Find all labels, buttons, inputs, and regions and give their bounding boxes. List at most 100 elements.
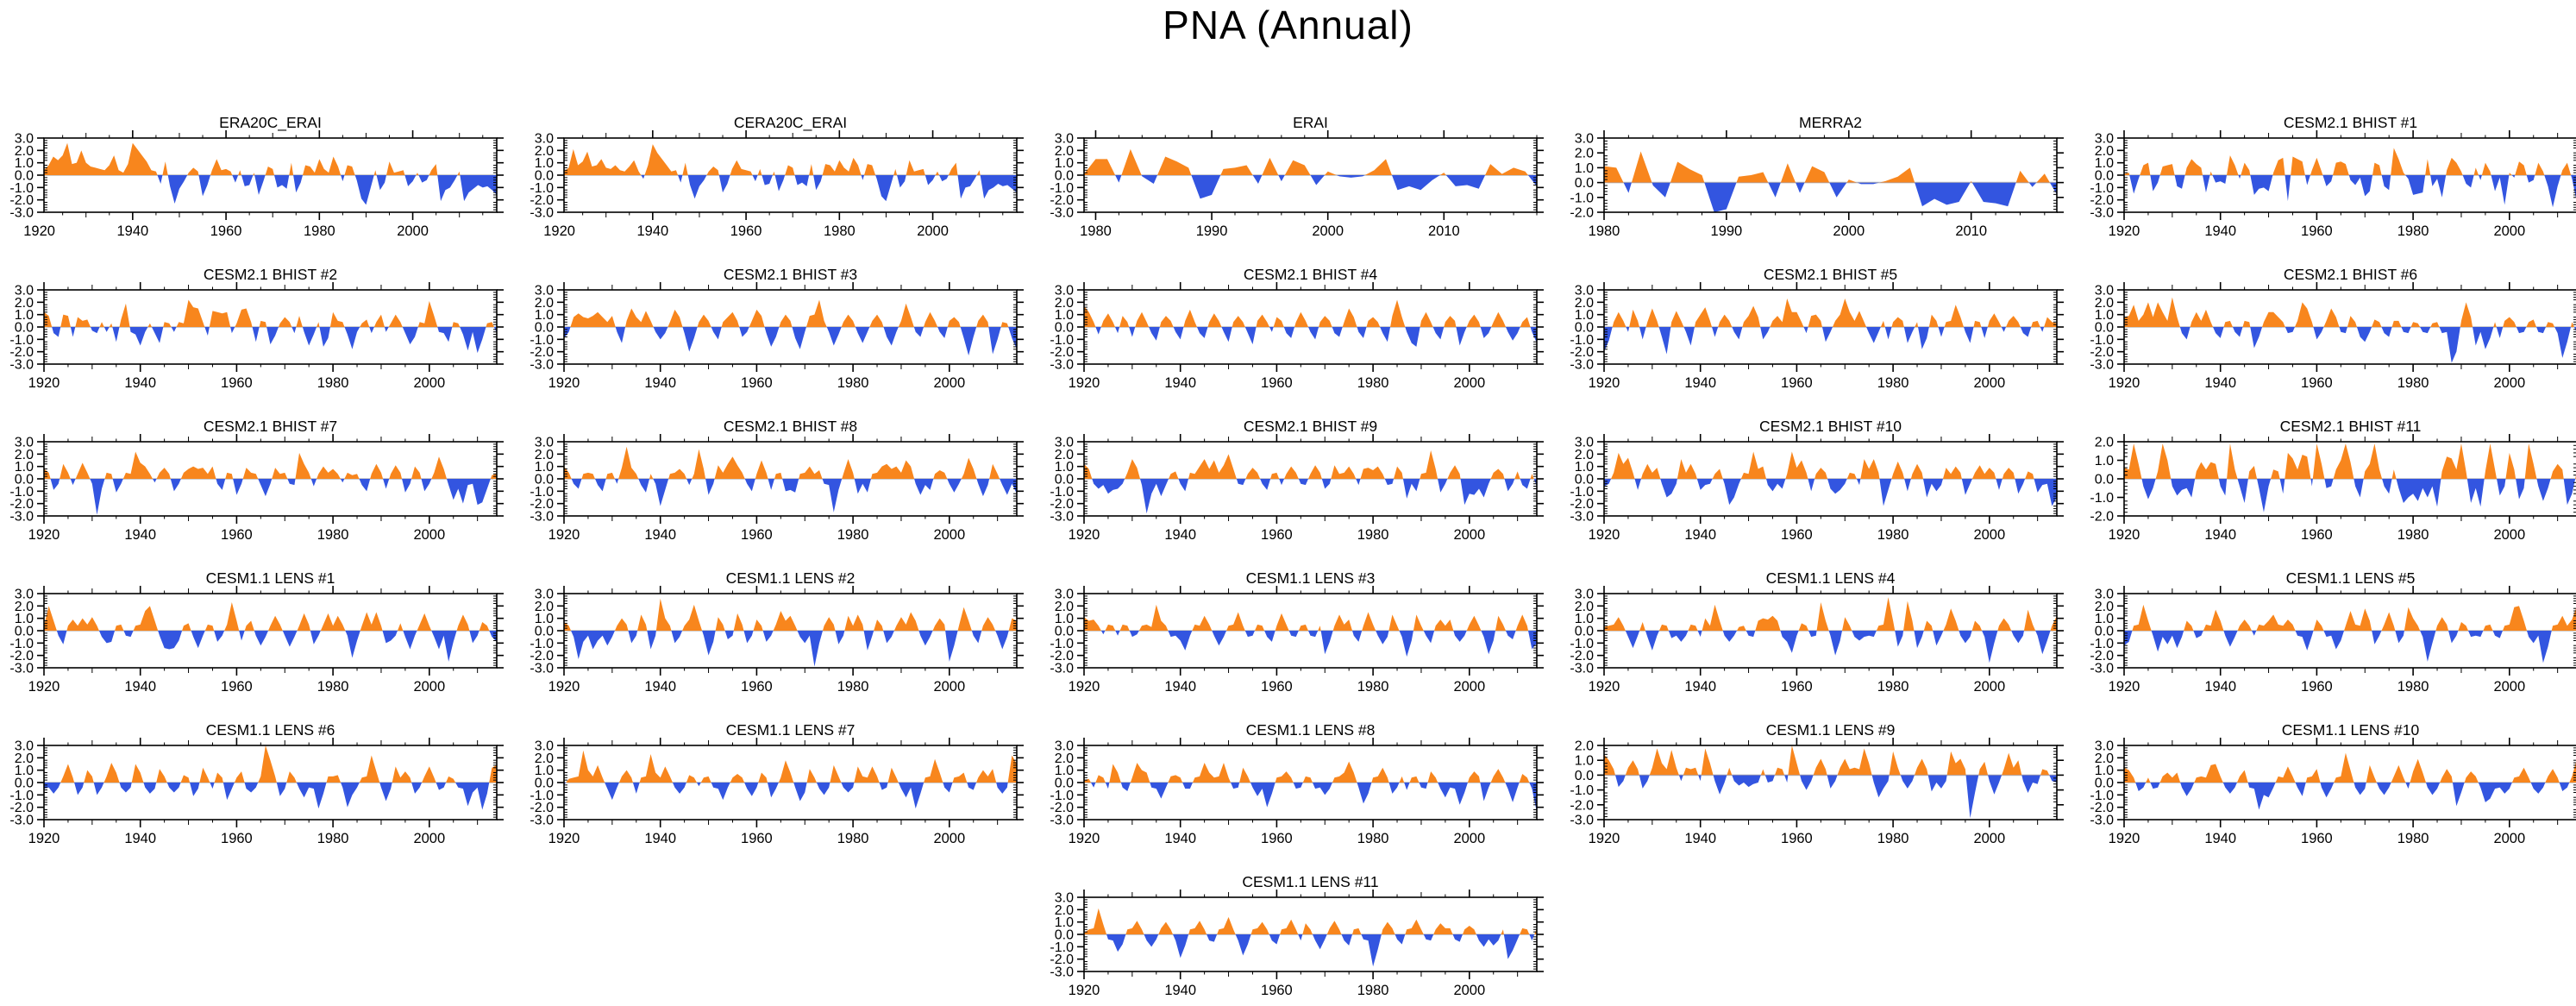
y-tick-label: 0.0 <box>535 321 554 336</box>
x-tick-label: 1960 <box>1781 679 1813 695</box>
x-tick-label: 1980 <box>317 375 349 391</box>
negative-area <box>2124 175 2576 208</box>
x-tick-label: 1980 <box>1877 831 1909 846</box>
x-tick-label: 1960 <box>221 679 253 695</box>
y-tick-label: 1.0 <box>2095 156 2114 171</box>
y-tick-label: -1.0 <box>1570 191 1594 205</box>
y-tick-label: 1.0 <box>535 612 554 626</box>
x-tick-label: 1940 <box>124 831 156 846</box>
y-tick-label: 1.0 <box>2095 454 2114 468</box>
x-tick-label: 1920 <box>1069 679 1100 695</box>
positive-area <box>1084 148 1537 175</box>
x-tick-label: 2000 <box>1453 527 1485 543</box>
positive-area <box>564 598 1017 631</box>
y-tick-label: 0.0 <box>2095 321 2114 336</box>
page-title: PNA (Annual) <box>1163 3 1413 47</box>
y-tick-label: -2.0 <box>9 649 34 663</box>
positive-area <box>564 750 1017 783</box>
positive-area <box>564 144 1017 175</box>
x-tick-label: 1920 <box>1589 831 1620 846</box>
y-tick-label: 0.0 <box>1575 321 1594 336</box>
y-tick-label: -1.0 <box>530 637 554 651</box>
y-tick-label: 2.0 <box>1055 448 1074 462</box>
negative-area <box>564 479 1017 512</box>
positive-area <box>1084 908 1537 934</box>
x-tick-label: 1980 <box>317 527 349 543</box>
x-tick-label: 1920 <box>28 679 60 695</box>
chart-panel-13: CESM2.1 BHIST #9 1920 1940 1960 1980 2000 3.0 2… <box>1041 412 1556 550</box>
y-tick-label: -1.0 <box>530 485 554 500</box>
x-tick-label: 1920 <box>1589 527 1620 543</box>
x-tick-label: 1940 <box>1164 679 1196 695</box>
x-tick-label: 2000 <box>1973 375 2005 391</box>
y-tick-label: 2.0 <box>15 144 34 159</box>
plot-svg: CESM2.1 BHIST #9 1920 1940 1960 1980 2000 3.02… <box>1050 418 1544 543</box>
x-tick-label: 1940 <box>124 375 156 391</box>
y-tick-label: -3.0 <box>1050 965 1074 980</box>
chart-panel-1: ERA20C_ERAI 1920 1940 1960 1980 2000 3.0 2.0 1.0… <box>1 109 516 247</box>
plot-svg: CESM1.1 LENS #2 1920 1940 1960 1980 2000 3.02.… <box>530 569 1024 695</box>
positive-area <box>44 602 497 631</box>
negative-area <box>1604 479 2057 506</box>
chart-panel-10: CESM2.1 BHIST #6 1920 1940 1960 1980 2000 3.0 2… <box>2081 261 2576 399</box>
plot-svg: CESM2.1 BHIST #11 1920 1940 1960 1980 2000 2.0… <box>2090 418 2576 543</box>
x-tick-label: 1940 <box>1164 831 1196 846</box>
y-tick-label: 1.0 <box>1575 308 1594 323</box>
positive-area <box>1084 450 1537 479</box>
plot-svg: CESM2.1 BHIST #2 1920 1940 1960 1980 2000 3.02… <box>9 266 504 391</box>
plot-svg: CESM1.1 LENS #8 1920 1940 1960 1980 2000 3.02.… <box>1050 721 1544 846</box>
panel-title: ERAI <box>1293 114 1328 131</box>
y-tick-label: -3.0 <box>530 510 554 525</box>
chart-panel-14: CESM2.1 BHIST #10 1920 1940 1960 1980 2000 3.0… <box>1561 412 2076 550</box>
x-tick-label: 1960 <box>2301 831 2333 846</box>
y-tick-label: 0.0 <box>2095 777 2114 791</box>
x-tick-label: 1960 <box>730 223 762 239</box>
y-tick-label: 3.0 <box>2095 132 2114 147</box>
chart-panel-17: CESM1.1 LENS #2 1920 1940 1960 1980 2000 3.0 2.… <box>521 564 1036 702</box>
y-tick-label: 2.0 <box>1575 600 1594 614</box>
y-tick-label: 0.0 <box>535 473 554 487</box>
positive-area <box>1084 299 1537 327</box>
x-tick-label: 1980 <box>304 223 335 239</box>
y-tick-label: 2.0 <box>2095 144 2114 159</box>
x-tick-label: 2000 <box>1453 983 1485 998</box>
y-tick-label: -1.0 <box>1050 789 1074 803</box>
y-tick-label: 0.0 <box>15 321 34 336</box>
y-tick-label: -1.0 <box>1050 485 1074 500</box>
y-tick-label: 3.0 <box>535 588 554 602</box>
x-tick-label: 1980 <box>317 679 349 695</box>
y-tick-label: 2.0 <box>1055 600 1074 614</box>
x-tick-label: 1960 <box>2301 223 2333 239</box>
negative-area <box>564 783 1017 809</box>
y-tick-label: 1.0 <box>1055 156 1074 171</box>
y-tick-label: -2.0 <box>1050 193 1074 208</box>
x-tick-label: 2000 <box>933 527 965 543</box>
y-tick-label: -3.0 <box>530 358 554 373</box>
y-tick-label: -2.0 <box>2090 801 2114 815</box>
plot-svg: CESM1.1 LENS #6 1920 1940 1960 1980 2000 3.02.… <box>9 721 504 846</box>
x-tick-label: 1960 <box>2301 375 2333 391</box>
negative-area <box>44 783 497 810</box>
panel-title: ERA20C_ERAI <box>219 114 322 132</box>
panel-title: CESM2.1 BHIST #1 <box>2284 114 2417 131</box>
panel-title: CESM1.1 LENS #1 <box>206 569 335 587</box>
x-tick-label: 1920 <box>543 223 575 239</box>
y-tick-label: -1.0 <box>9 637 34 651</box>
y-tick-label: 3.0 <box>1055 588 1074 602</box>
negative-area <box>1084 327 1537 347</box>
y-tick-label: -1.0 <box>2090 181 2114 196</box>
y-tick-label: -2.0 <box>1050 801 1074 815</box>
positive-area <box>44 451 497 479</box>
x-tick-label: 1940 <box>124 679 156 695</box>
y-tick-label: 0.0 <box>15 625 34 639</box>
x-tick-label: 1960 <box>1261 527 1293 543</box>
y-tick-label: 1.0 <box>1055 460 1074 475</box>
y-tick-label: 1.0 <box>15 156 34 171</box>
y-tick-label: 2.0 <box>535 751 554 766</box>
panel-title: CESM2.1 BHIST #8 <box>724 418 857 435</box>
y-tick-label: 0.0 <box>1575 473 1594 487</box>
plot-svg: CESM1.1 LENS #3 1920 1940 1960 1980 2000 3.02.… <box>1050 569 1544 695</box>
y-tick-label: 1.0 <box>1575 612 1594 626</box>
y-tick-label: -2.0 <box>1570 206 1594 221</box>
x-tick-label: 1960 <box>221 375 253 391</box>
